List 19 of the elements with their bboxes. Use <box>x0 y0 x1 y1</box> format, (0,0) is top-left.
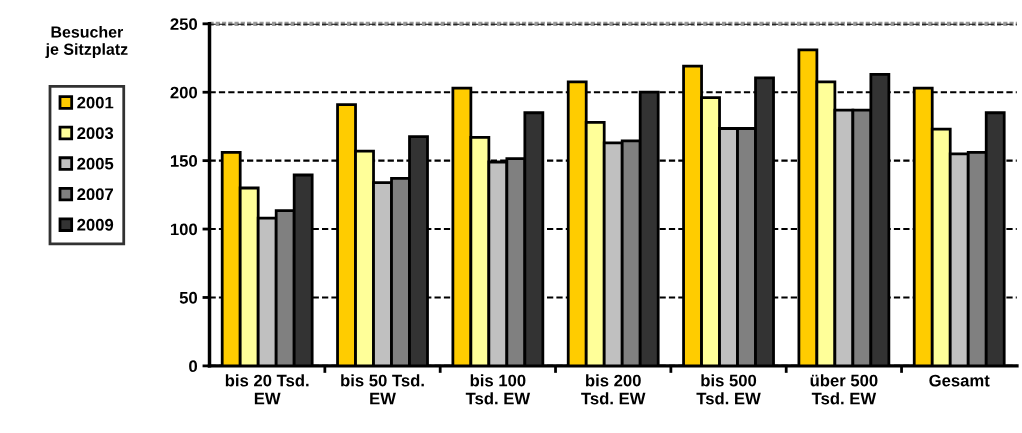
x-tick-label: bis 500 Tsd. EW <box>696 374 761 405</box>
y-tick-label: 200 <box>170 86 198 99</box>
legend-label: 2003 <box>77 127 114 140</box>
legend-label: 2007 <box>77 188 114 201</box>
x-tick-label: bis 200 Tsd. EW <box>581 374 646 405</box>
y-axis-title: Besucher je Sitzplatz <box>45 25 128 59</box>
y-tick-label: 50 <box>179 291 198 304</box>
x-tick-label: bis 100 Tsd. EW <box>465 374 531 405</box>
legend-label: 2001 <box>77 96 114 109</box>
y-tick-label: 150 <box>170 155 198 167</box>
legend-label: 2005 <box>77 157 114 170</box>
y-tick-label: 100 <box>170 223 198 236</box>
x-tick-label: bis 50 Tsd. EW <box>341 374 424 405</box>
x-tick-label: über 500 Tsd. EW <box>810 374 878 405</box>
y-tick-label: 250 <box>170 18 198 31</box>
x-tick-label: Gesamt <box>929 374 990 387</box>
legend-label: 2009 <box>77 218 114 231</box>
y-tick-label: 0 <box>189 360 198 373</box>
x-tick-label: bis 20 Tsd. EW <box>225 374 309 405</box>
